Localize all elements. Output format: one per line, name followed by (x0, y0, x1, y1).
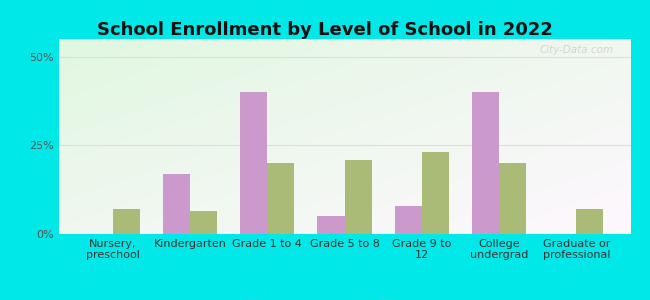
Legend: Zip code 97054, Oregon: Zip code 97054, Oregon (236, 295, 453, 300)
Bar (472, 92, 499, 234)
Bar (240, 92, 267, 234)
Bar (163, 174, 190, 234)
Bar (317, 216, 344, 234)
Bar (577, 209, 603, 234)
Bar (344, 160, 372, 234)
Bar (267, 163, 294, 234)
Bar (190, 211, 217, 234)
Bar (499, 163, 526, 234)
Bar (112, 209, 140, 234)
Text: School Enrollment by Level of School in 2022: School Enrollment by Level of School in … (97, 21, 553, 39)
Bar (395, 206, 422, 234)
Bar (422, 152, 449, 234)
Text: City-Data.com: City-Data.com (540, 45, 614, 55)
